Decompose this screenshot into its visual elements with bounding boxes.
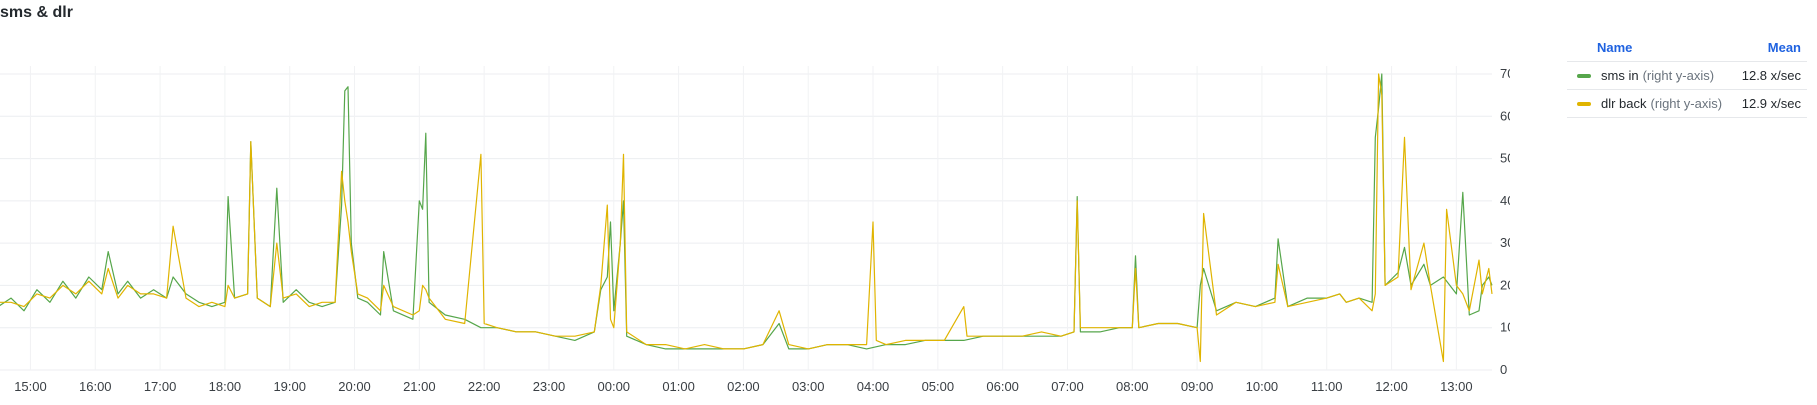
x-tick-label: 08:00 — [1116, 379, 1149, 394]
legend-series-name: dlr back — [1601, 96, 1647, 111]
y-tick-label: 70 x/sec — [1500, 66, 1510, 81]
x-tick-label: 19:00 — [273, 379, 306, 394]
grid-lines — [0, 66, 1492, 371]
y-tick-label: 0 x/sec — [1500, 362, 1510, 377]
y-tick-label: 60 x/sec — [1500, 108, 1510, 123]
legend-row-dlr-back[interactable]: dlr back (right y-axis) 12.9 x/sec — [1567, 90, 1807, 118]
x-tick-label: 18:00 — [209, 379, 242, 394]
y-tick-label: 50 x/sec — [1500, 151, 1510, 166]
x-tick-label: 04:00 — [857, 379, 890, 394]
x-tick-label: 20:00 — [338, 379, 371, 394]
y-tick-label: 10 x/sec — [1500, 320, 1510, 335]
y-tick-label: 40 x/sec — [1500, 193, 1510, 208]
y-tick-label: 20 x/sec — [1500, 277, 1510, 292]
series-line-dlr-back — [0, 73, 1493, 363]
legend-series-mean: 12.8 x/sec — [1741, 68, 1801, 83]
x-tick-label: 11:00 — [1311, 379, 1343, 394]
x-tick-label: 07:00 — [1051, 379, 1084, 394]
x-tick-label: 16:00 — [79, 379, 112, 394]
x-tick-label: 01:00 — [662, 379, 695, 394]
x-axis-ticks: 15:00 16:00 17:00 18:00 19:00 20:00 21:00 22:00… — [14, 379, 1472, 394]
legend-axis-note: (right y-axis) — [1642, 68, 1715, 83]
panel-title[interactable]: sms & dlr — [0, 4, 73, 21]
series-color-swatch — [1577, 101, 1591, 106]
legend-table: Name Mean sms in (right y-axis) 12.8 x/s… — [1567, 34, 1807, 118]
x-tick-label: 03:00 — [792, 379, 825, 394]
x-tick-label: 12:00 — [1375, 379, 1408, 394]
x-tick-label: 02:00 — [727, 379, 760, 394]
x-tick-label: 17:00 — [144, 379, 177, 394]
x-tick-label: 21:00 — [403, 379, 436, 394]
x-tick-label: 05:00 — [922, 379, 955, 394]
x-tick-label: 06:00 — [986, 379, 1019, 394]
legend-series-name: sms in — [1601, 68, 1639, 83]
legend-header: Name Mean — [1567, 34, 1807, 62]
legend-row-sms-in[interactable]: sms in (right y-axis) 12.8 x/sec — [1567, 62, 1807, 90]
legend-series-mean: 12.9 x/sec — [1741, 96, 1801, 111]
x-tick-label: 23:00 — [533, 379, 566, 394]
y-tick-label: 30 x/sec — [1500, 235, 1510, 250]
series-line-sms-in — [0, 73, 1493, 350]
series-color-swatch — [1577, 73, 1591, 78]
time-series-chart[interactable]: 0 x/sec 10 x/sec 20 x/sec 30 x/sec 40 x/sec 5… — [0, 40, 1510, 405]
legend-mean-header[interactable]: Mean — [1767, 40, 1801, 55]
series-lines — [0, 73, 1493, 363]
x-tick-label: 09:00 — [1181, 379, 1214, 394]
x-tick-label: 00:00 — [598, 379, 631, 394]
legend-axis-note: (right y-axis) — [1650, 96, 1723, 111]
x-tick-label: 15:00 — [14, 379, 47, 394]
legend-name-header[interactable]: Name — [1597, 40, 1633, 55]
x-tick-label: 13:00 — [1440, 379, 1473, 394]
y-axis-ticks: 0 x/sec 10 x/sec 20 x/sec 30 x/sec 40 x/sec 5… — [1500, 66, 1510, 377]
x-tick-label: 10:00 — [1246, 379, 1279, 394]
x-tick-label: 22:00 — [468, 379, 501, 394]
